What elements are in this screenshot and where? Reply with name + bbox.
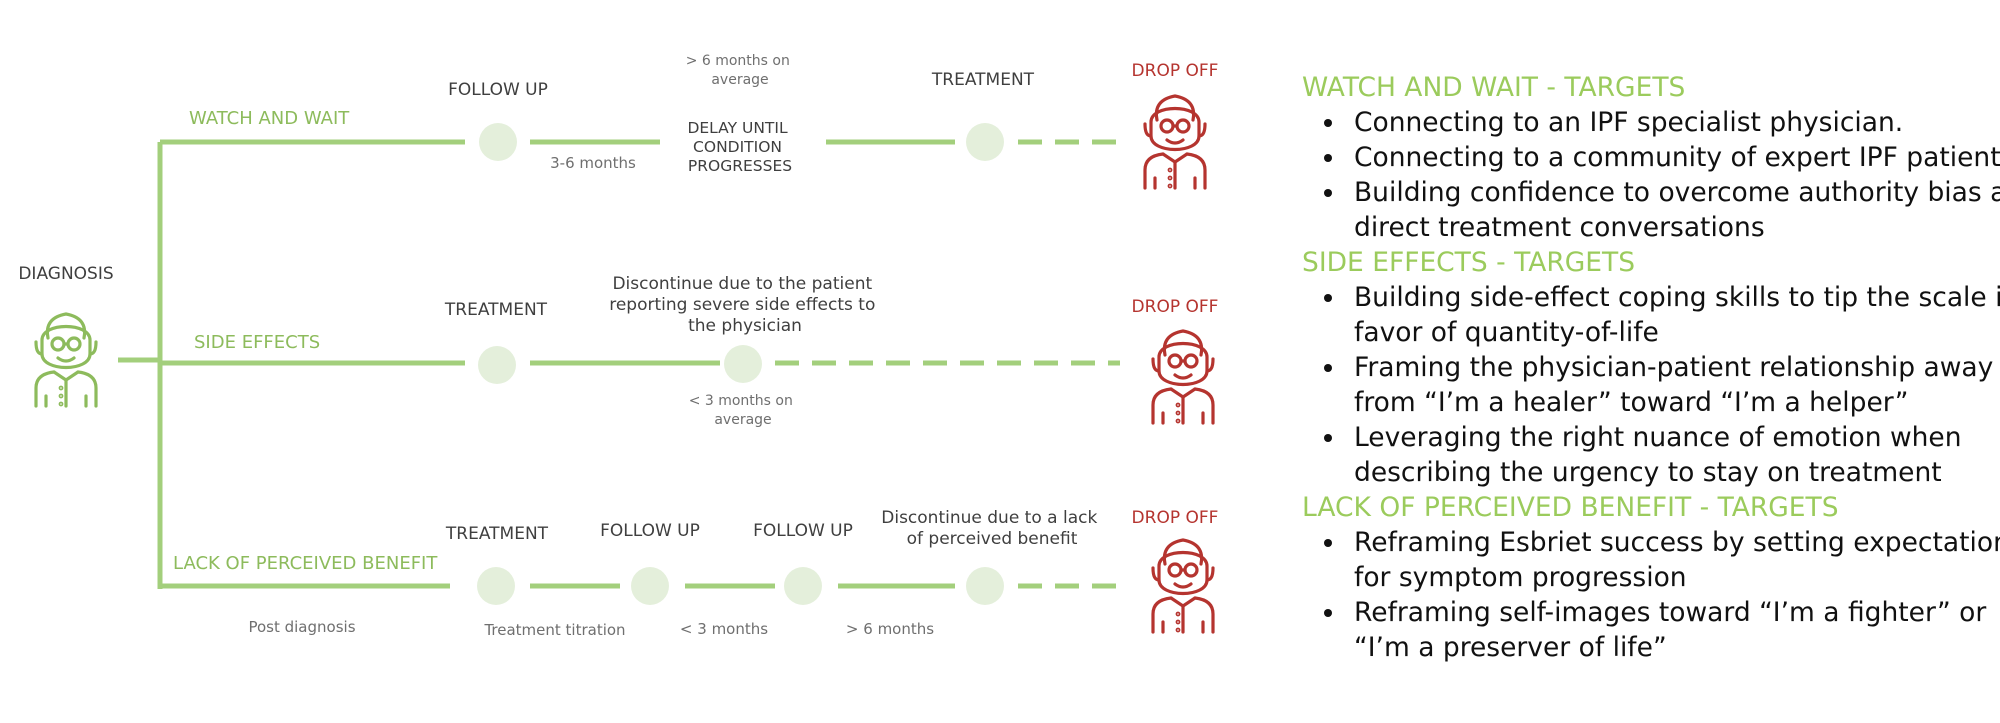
side-average-label: < 3 months on average — [689, 393, 798, 428]
lack-branch-label: LACK OF PERCEIVED BENEFIT — [173, 553, 438, 574]
list-item: Framing the physician-patient relationsh… — [1302, 350, 1993, 420]
journey-nodes — [477, 123, 1004, 605]
lack-discontinue-label: Discontinue due to a lack of perceived b… — [881, 508, 1102, 549]
watch-treatment-node — [966, 123, 1004, 161]
list-item: Leveraging the right nuance of emotion w… — [1302, 420, 1992, 490]
watch-follow-up-label: FOLLOW UP — [448, 80, 548, 100]
bullet-icon — [1324, 189, 1332, 197]
bullet-icon — [1324, 539, 1332, 547]
side-targets-section: SIDE EFFECTS - TARGETS Building side-eff… — [1302, 245, 2000, 490]
watch-targets-list: Connecting to an IPF specialist physicia… — [1302, 105, 2000, 245]
lack-targets-section: LACK OF PERCEIVED BENEFIT - TARGETS Refr… — [1302, 490, 2000, 665]
lt3-months-label: < 3 months — [680, 620, 768, 638]
bullet-icon — [1324, 119, 1332, 127]
lack-targets-list: Reframing Esbriet success by setting exp… — [1302, 525, 2000, 665]
bullet-icon — [1324, 609, 1332, 617]
lack-drop-off-label: DROP OFF — [1132, 508, 1219, 528]
lack-follow-up-label-1: FOLLOW UP — [600, 521, 700, 541]
bullet-icon — [1324, 154, 1332, 162]
watch-branch-label: WATCH AND WAIT — [189, 108, 350, 129]
lack-treatment-node — [477, 567, 515, 605]
watch-targets-title: WATCH AND WAIT - TARGETS — [1302, 72, 1686, 103]
watch-interval-label: 3-6 months — [550, 154, 636, 172]
side-targets-list: Building side-effect coping skills to ti… — [1302, 280, 2000, 490]
watch-targets-section: WATCH AND WAIT - TARGETS Connecting to a… — [1302, 70, 2000, 245]
side-targets-title: SIDE EFFECTS - TARGETS — [1302, 247, 1636, 278]
bullet-icon — [1324, 434, 1332, 442]
list-item: Connecting to an IPF specialist physicia… — [1302, 105, 1992, 140]
lack-drop-off-patient-icon — [1151, 538, 1215, 634]
post-diagnosis-label: Post diagnosis — [248, 618, 355, 636]
list-item: Reframing Esbriet success by setting exp… — [1302, 525, 2000, 595]
lack-treatment-label: TREATMENT — [445, 524, 549, 544]
bullet-icon — [1324, 364, 1332, 372]
side-drop-off-label: DROP OFF — [1132, 297, 1219, 317]
patient-journey-diagram: DIAGNOSIS WATCH AND WAIT FOLLOW UP 3-6 m… — [18, 53, 1219, 639]
watch-treatment-label: TREATMENT — [931, 70, 1035, 90]
lack-follow-up-label-2: FOLLOW UP — [753, 521, 853, 541]
diagnosis-label: DIAGNOSIS — [18, 264, 113, 284]
list-item: Building side-effect coping skills to ti… — [1302, 280, 2000, 350]
side-discontinue-node — [724, 345, 762, 383]
side-drop-off-patient-icon — [1151, 329, 1215, 425]
bullet-icon — [1324, 294, 1332, 302]
list-item: Building confidence to overcome authorit… — [1302, 175, 2000, 245]
watch-follow-up-node — [479, 123, 517, 161]
side-treatment-node — [478, 346, 516, 384]
side-treatment-label: TREATMENT — [444, 300, 548, 320]
watch-delay-label: DELAY UNTIL CONDITION PROGRESSES — [687, 119, 792, 175]
lack-targets-title: LACK OF PERCEIVED BENEFIT - TARGETS — [1302, 492, 1839, 523]
watch-drop-off-label: DROP OFF — [1132, 61, 1219, 81]
watch-average-label: > 6 months on average — [686, 53, 795, 88]
targets-panel: WATCH AND WAIT - TARGETS Connecting to a… — [1302, 70, 2000, 665]
lack-drop-node — [966, 567, 1004, 605]
treatment-titration-label: Treatment titration — [483, 621, 625, 639]
list-item: Connecting to a community of expert IPF … — [1302, 140, 2000, 175]
side-branch-label: SIDE EFFECTS — [194, 332, 320, 353]
list-item: Reframing self-images toward “I’m a figh… — [1302, 595, 1992, 665]
side-discontinue-label: Discontinue due to the patient reporting… — [609, 274, 881, 336]
watch-drop-off-patient-icon — [1143, 94, 1207, 190]
diagnosis-patient-icon — [34, 312, 98, 408]
lack-follow-up-node-2 — [784, 567, 822, 605]
journey-lines — [118, 139, 1120, 589]
lack-follow-up-node-1 — [631, 567, 669, 605]
gt6-months-label: > 6 months — [846, 620, 934, 638]
